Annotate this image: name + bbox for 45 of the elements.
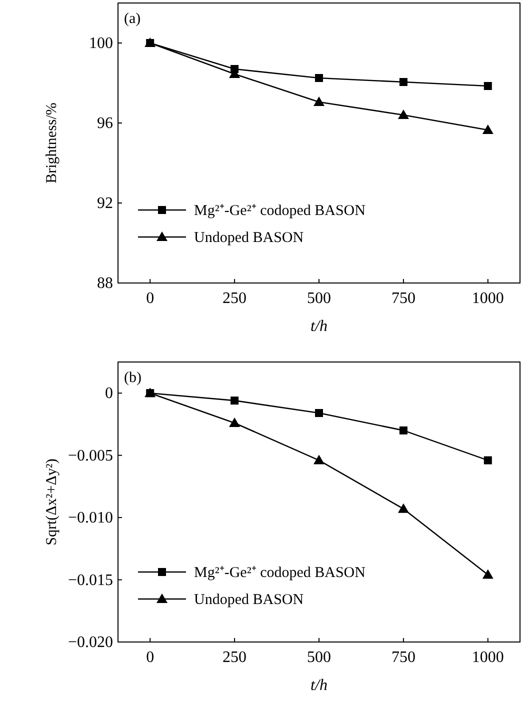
point <box>482 124 494 134</box>
x-tick-label: 500 <box>307 290 331 307</box>
y-tick-label: 92 <box>97 195 113 212</box>
x-tick-label: 500 <box>307 649 331 666</box>
x-tick-label: 250 <box>222 290 247 307</box>
y-tick-label: −0.010 <box>68 510 113 527</box>
x-axis-title: t/h <box>310 677 328 694</box>
x-tick-label: 0 <box>146 649 154 666</box>
x-tick-label: 1000 <box>472 649 504 666</box>
x-tick-label: 750 <box>391 290 416 307</box>
legend-label: Mg²⁺-Ge²⁺ codoped BASON <box>194 565 366 581</box>
x-tick-label: 750 <box>391 649 416 666</box>
y-tick-label: 100 <box>89 35 113 52</box>
point <box>315 409 323 418</box>
point <box>398 503 409 513</box>
y-tick-label: 88 <box>97 275 113 292</box>
point <box>399 426 408 434</box>
x-tick-label: 250 <box>222 649 247 666</box>
point <box>315 74 323 82</box>
legend-label: Undoped BASON <box>194 230 304 246</box>
point <box>314 96 324 106</box>
point <box>230 396 239 405</box>
point <box>146 389 154 398</box>
point <box>229 417 240 427</box>
point <box>314 454 324 464</box>
point <box>398 110 409 119</box>
point <box>399 78 408 86</box>
y-axis-title: Brightness/% <box>44 102 60 184</box>
y-tick-label: 96 <box>97 115 113 132</box>
point <box>484 456 492 464</box>
annotation: (b) <box>124 370 142 386</box>
y-tick-label: −0.015 <box>68 572 113 589</box>
point <box>482 569 494 579</box>
point <box>230 65 239 73</box>
legend-label: Undoped BASON <box>194 592 304 608</box>
x-axis-title: t/h <box>310 318 328 335</box>
x-tick-label: 0 <box>146 290 154 307</box>
point <box>484 82 492 90</box>
x-tick-label: 1000 <box>472 290 504 307</box>
y-tick-label: −0.020 <box>68 634 113 651</box>
y-tick-label: 0 <box>105 385 113 402</box>
legend-label: Mg²⁺-Ge²⁺ codoped BASON <box>194 203 366 219</box>
y-tick-label: −0.005 <box>68 447 113 464</box>
annotation: (a) <box>124 11 141 27</box>
y-axis-title: Sqrt(Δx²+Δy²) <box>44 458 60 546</box>
